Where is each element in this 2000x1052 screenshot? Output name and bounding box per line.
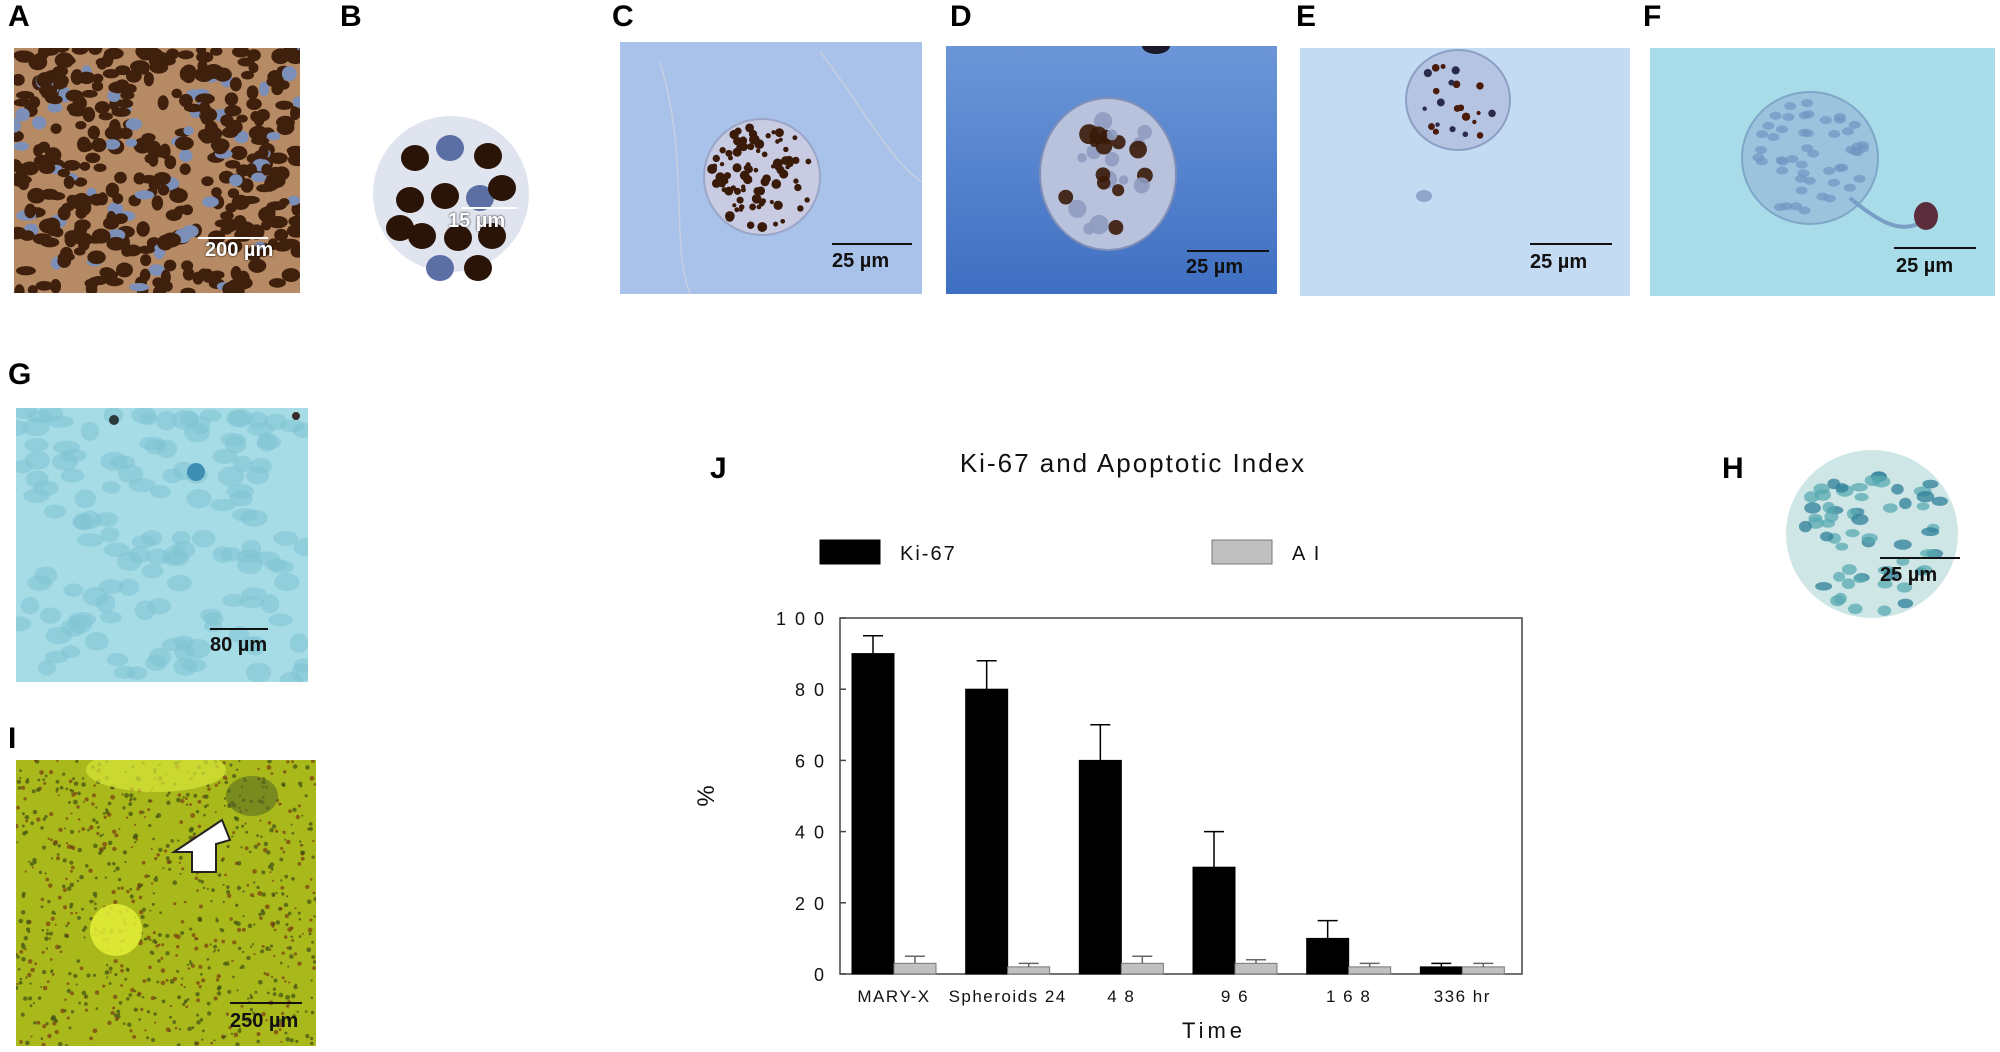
panel-g-scalebar [210, 628, 268, 630]
y-tick-label: 6 0 [795, 751, 826, 771]
legend-label-ki67: Ki-67 [900, 543, 957, 565]
panel-letter-d: D [950, 0, 972, 33]
panel-letter-b: B [340, 0, 362, 33]
x-tick-label: 336 hr [1434, 987, 1491, 1006]
panel-d-scalebar [1187, 250, 1269, 252]
y-tick-label: 0 [814, 965, 826, 985]
y-tick-label: 8 0 [795, 680, 826, 700]
panel-letter-h: H [1722, 452, 1744, 485]
ki67-apoptotic-chart: Ki-67 and Apoptotic Index Ki-67 A I 0 2 0 4… [693, 448, 1523, 1043]
y-tick-label: 4 0 [795, 823, 826, 843]
panel-c-scale-label: 25 µm [832, 250, 890, 272]
panel-f-scale-label: 25 µm [1896, 255, 1954, 277]
panel-f-spheroid-image [1650, 48, 1995, 296]
y-axis-label: % [693, 785, 720, 806]
legend-swatch-ki67 [819, 539, 881, 565]
x-tick-label: 1 6 8 [1326, 987, 1371, 1006]
ai-bar [1234, 962, 1278, 975]
panel-b-scalebar [462, 207, 517, 209]
ki67-bar [851, 653, 895, 975]
plot-frame [839, 617, 1523, 975]
x-tick-label: MARY-X [857, 987, 930, 1006]
ai-bar [1120, 962, 1164, 975]
ai-bar [1007, 966, 1051, 975]
panel-letter-j: J [710, 452, 727, 485]
panel-h-scalebar [1880, 557, 1960, 559]
panel-c-spheroid-image [620, 42, 922, 294]
y-tick-label: 1 0 0 [776, 609, 826, 629]
panel-h-spheroid-image [1786, 450, 1958, 618]
panel-letter-c: C [612, 0, 634, 33]
panel-g-scale-label: 80 µm [210, 634, 268, 656]
ai-bar [1461, 966, 1505, 975]
x-tick-label: 4 8 [1107, 987, 1135, 1006]
panel-letter-a: A [8, 0, 30, 33]
panel-a-scale-label: 200 µm [205, 239, 274, 261]
panel-a-scalebar [198, 237, 268, 239]
panel-e-scalebar [1530, 243, 1612, 245]
x-tick-label: Spheroids 24 [949, 987, 1067, 1006]
x-axis-label: Time [1182, 1018, 1246, 1043]
panel-f-scalebar [1894, 247, 1976, 249]
panel-b-spheroid-image [373, 116, 529, 281]
panel-letter-f: F [1643, 0, 1662, 33]
x-tick-label: 9 6 [1221, 987, 1249, 1006]
panel-letter-g: G [8, 358, 32, 391]
ai-bar [1348, 966, 1392, 975]
panel-c-scalebar [832, 243, 912, 245]
panel-i-micrograph [16, 760, 316, 1046]
ki67-bar [1419, 966, 1463, 975]
panel-i-scalebar [230, 1002, 302, 1004]
panel-i-arrow-icon [170, 818, 232, 873]
panel-letter-e: E [1296, 0, 1317, 33]
panel-i-scale-label: 250 µm [230, 1010, 299, 1032]
panel-d-scale-label: 25 µm [1186, 256, 1244, 278]
y-tick-label: 2 0 [795, 894, 826, 914]
chart-title: Ki-67 and Apoptotic Index [960, 448, 1306, 478]
ki67-bar [965, 688, 1009, 975]
ai-bar [893, 962, 937, 975]
ki67-bar [1078, 759, 1122, 975]
panel-letter-i: I [8, 722, 17, 755]
panel-a-micrograph [14, 48, 300, 293]
panel-d-spheroid-image [946, 46, 1277, 294]
legend-swatch-ai [1211, 539, 1273, 565]
ki67-bar [1192, 866, 1236, 975]
panel-g-micrograph [16, 408, 308, 682]
panel-e-spheroid-image [1300, 48, 1630, 296]
panel-b-scale-label: 15 µm [448, 210, 506, 232]
panel-e-scale-label: 25 µm [1530, 251, 1588, 273]
ki67-bar [1306, 937, 1350, 975]
panel-h-scale-label: 25 µm [1880, 564, 1938, 586]
legend-label-ai: A I [1292, 543, 1321, 565]
